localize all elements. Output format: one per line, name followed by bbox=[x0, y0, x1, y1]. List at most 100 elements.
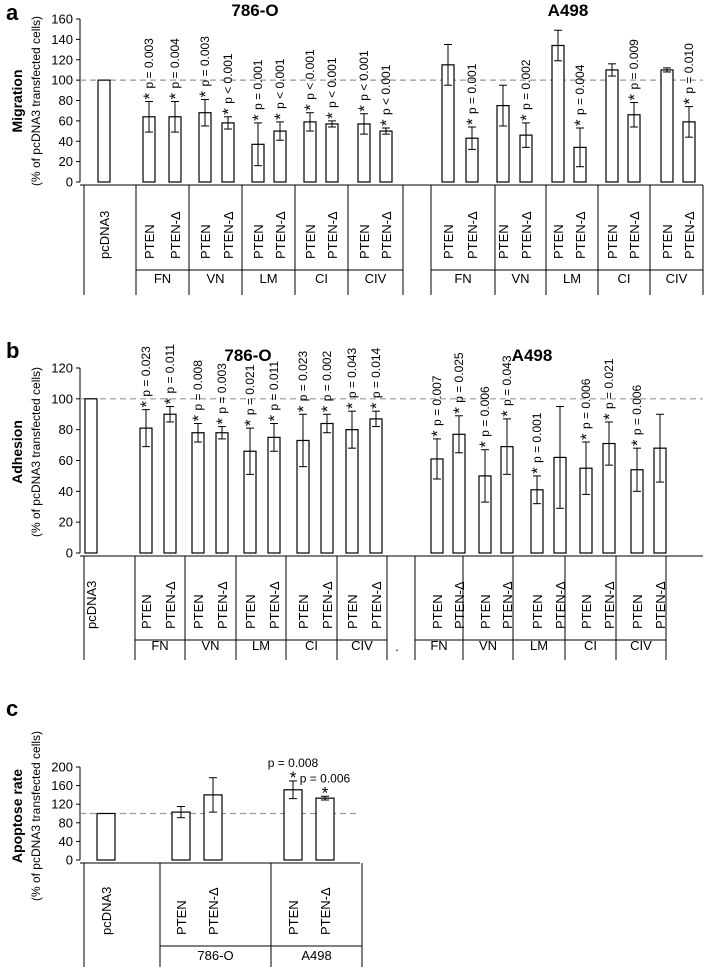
y-axis-sublabel: (% of pcDNA3 transfected cells) bbox=[29, 367, 43, 537]
significance-star: * bbox=[625, 94, 644, 101]
bar bbox=[320, 422, 334, 554]
panel-letter: a bbox=[6, 0, 19, 25]
p-value-label: p = 0.007 bbox=[430, 375, 444, 426]
category-label: pcDNA3 bbox=[97, 211, 112, 259]
category-label: PTEN-Δ bbox=[221, 211, 236, 259]
group-label: CI bbox=[584, 638, 597, 653]
group-label: LM bbox=[259, 271, 277, 286]
p-value-label: p < 0.001 bbox=[303, 49, 317, 100]
p-value-label: p = 0.014 bbox=[369, 347, 383, 398]
significance-star: * bbox=[355, 105, 374, 112]
significance-star: * bbox=[528, 467, 547, 474]
group-label: CIV bbox=[351, 638, 373, 653]
significance-star: * bbox=[189, 415, 208, 422]
significance-star: * bbox=[241, 419, 260, 426]
significance-star: * bbox=[377, 119, 396, 126]
significance-star: * bbox=[680, 98, 699, 105]
panel-c: c Apoptose rate (% of pcDNA3 transfected c… bbox=[6, 696, 363, 967]
p-value-label: p = 0.001 bbox=[530, 412, 544, 463]
significance-star: * bbox=[166, 93, 185, 100]
p-value-label: p = 0.003 bbox=[215, 363, 229, 414]
category-label: PTEN-Δ bbox=[379, 211, 394, 259]
y-tick-label: 100 bbox=[51, 73, 73, 88]
significance-star: * bbox=[600, 413, 619, 420]
y-tick-label: 60 bbox=[59, 113, 73, 128]
category-label: PTEN-Δ bbox=[273, 211, 288, 259]
category-label: PTEN-Δ bbox=[318, 887, 333, 935]
significance-star: * bbox=[428, 430, 447, 437]
p-value-label: p < 0.001 bbox=[379, 64, 393, 115]
significance-star: * bbox=[196, 90, 215, 97]
category-label: PTEN-Δ bbox=[168, 211, 183, 259]
category-label: PTEN-Δ bbox=[553, 581, 568, 629]
p-value-label: p = 0.001 bbox=[251, 59, 265, 110]
p-value-label: p = 0.043 bbox=[345, 347, 359, 398]
p-value-label: p = 0.006 bbox=[630, 384, 644, 435]
group-label: CI bbox=[315, 271, 328, 286]
category-label: PTEN-Δ bbox=[320, 581, 335, 629]
category-label: PTEN bbox=[174, 900, 189, 935]
p-value-label: p = 0.021 bbox=[243, 364, 257, 415]
cell-line-title: 786-O bbox=[224, 346, 271, 365]
y-tick-label: 100 bbox=[51, 391, 73, 406]
category-label: PTEN bbox=[630, 594, 645, 629]
p-value-label: p = 0.004 bbox=[168, 38, 182, 89]
y-axis-label: Migration bbox=[9, 70, 25, 133]
panel-letter: b bbox=[6, 338, 19, 363]
category-label: PTEN-Δ bbox=[369, 581, 384, 629]
p-value-label: p = 0.003 bbox=[198, 36, 212, 87]
category-label: PTEN-Δ bbox=[602, 581, 617, 629]
p-value-label: p = 0.023 bbox=[296, 351, 310, 402]
p-value-label: p = 0.003 bbox=[142, 38, 156, 89]
p-value-label: p = 0.006 bbox=[579, 378, 593, 429]
p-value-label: p < 0.001 bbox=[357, 50, 371, 101]
y-tick-label: 120 bbox=[51, 52, 73, 67]
bar bbox=[96, 812, 116, 861]
group-label: CIV bbox=[365, 271, 387, 286]
significance-star: * bbox=[517, 114, 536, 121]
bar bbox=[267, 436, 281, 554]
significance-star: * bbox=[161, 398, 180, 405]
y-tick-label: 140 bbox=[51, 32, 73, 47]
bar bbox=[369, 418, 383, 554]
group-label: CI bbox=[305, 638, 318, 653]
bar bbox=[215, 432, 229, 554]
y-tick-label: 0 bbox=[66, 546, 73, 561]
y-axis-sublabel: (% of pcDNA3 transfected cells) bbox=[29, 731, 43, 901]
p-value-label: p = 0.004 bbox=[573, 64, 587, 115]
significance-star: * bbox=[294, 405, 313, 412]
y-tick-label: 120 bbox=[51, 797, 73, 812]
category-label: pcDNA3 bbox=[99, 887, 114, 935]
category-label: PTEN-Δ bbox=[267, 581, 282, 629]
category-label: PTEN bbox=[660, 224, 675, 259]
significance-star: * bbox=[571, 119, 590, 126]
category-label: PTEN-Δ bbox=[500, 581, 515, 629]
significance-star: * bbox=[322, 783, 329, 802]
panel-letter: c bbox=[6, 696, 18, 721]
y-tick-label: 60 bbox=[59, 453, 73, 468]
significance-star: * bbox=[476, 441, 495, 448]
group-label: VN bbox=[206, 271, 224, 286]
group-label: CI bbox=[618, 271, 631, 286]
p-value-label: p = 0.008 bbox=[268, 756, 319, 770]
p-value-label: p = 0.002 bbox=[519, 59, 533, 110]
p-value-label: p = 0.008 bbox=[191, 360, 205, 411]
significance-star: * bbox=[343, 402, 362, 409]
category-label: PTEN bbox=[345, 594, 360, 629]
category-label: PTEN bbox=[530, 594, 545, 629]
bar bbox=[283, 789, 303, 861]
category-label: PTEN-Δ bbox=[573, 211, 588, 259]
p-value-label: p = 0.009 bbox=[627, 39, 641, 90]
category-label: PTEN bbox=[605, 224, 620, 259]
y-tick-label: 20 bbox=[59, 154, 73, 169]
y-tick-label: 0 bbox=[66, 853, 73, 868]
significance-star: * bbox=[463, 118, 482, 125]
category-label: PTEN bbox=[296, 594, 311, 629]
category-label: PTEN bbox=[430, 594, 445, 629]
significance-star: * bbox=[367, 402, 386, 409]
significance-star: * bbox=[323, 112, 342, 119]
category-label: PTEN bbox=[579, 594, 594, 629]
significance-star: * bbox=[140, 93, 159, 100]
y-axis-label: Adhesion bbox=[9, 420, 25, 484]
p-value-label: p = 0.021 bbox=[602, 358, 616, 409]
